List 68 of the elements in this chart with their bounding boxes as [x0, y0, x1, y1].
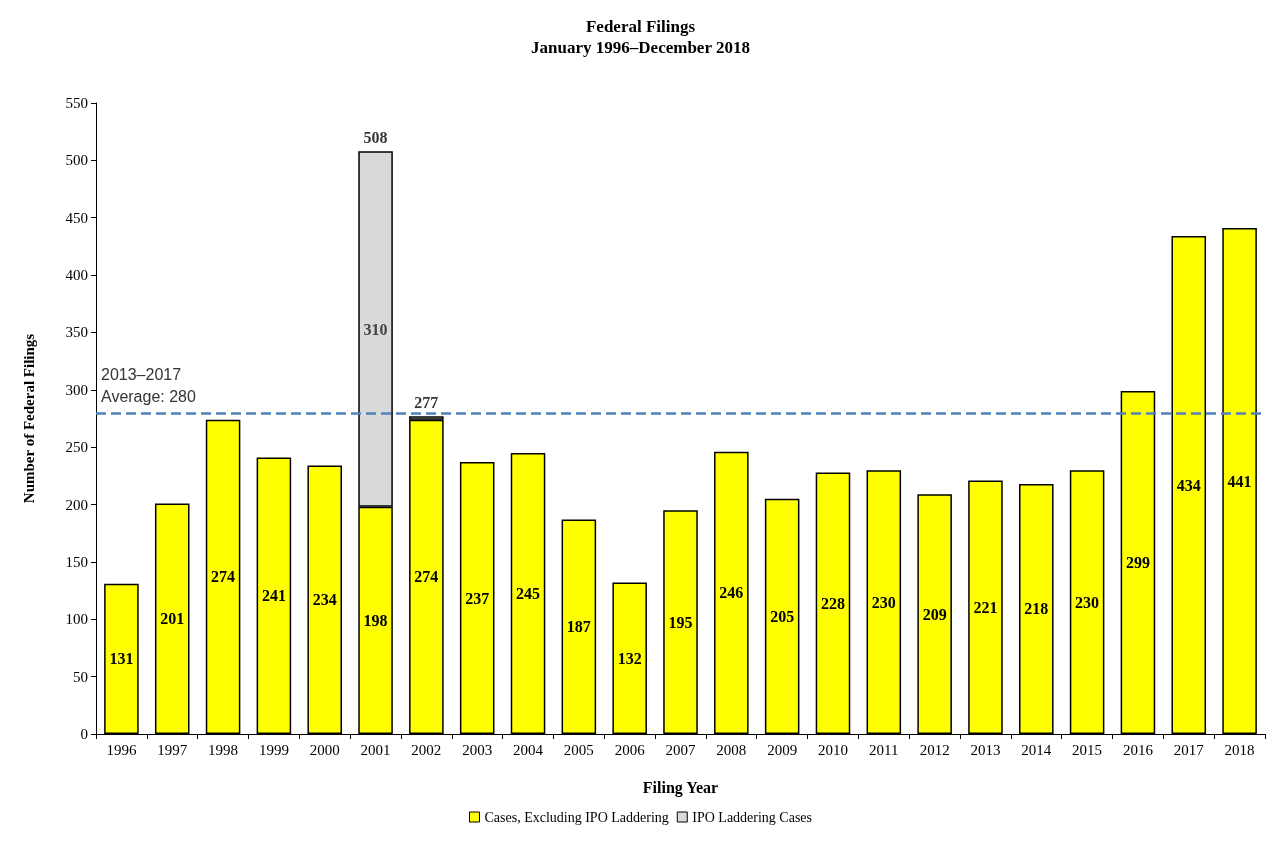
data-label: 245	[516, 584, 541, 602]
total-label: 508	[363, 128, 388, 146]
data-label: 132	[617, 649, 642, 667]
data-label: 195	[668, 613, 693, 631]
y-tick-label: 450	[65, 209, 88, 226]
x-tick-label: 2006	[614, 741, 646, 758]
legend-label: Cases, Excluding IPO Laddering	[484, 809, 669, 825]
data-label: 274	[414, 568, 439, 586]
y-tick-label: 550	[65, 95, 88, 111]
x-axis-title: Filing Year	[642, 778, 719, 797]
data-label: 221	[973, 598, 998, 616]
y-axis-title: Number of Federal Filings	[20, 333, 37, 504]
data-label: 209	[922, 605, 947, 623]
data-label: 434	[1176, 476, 1201, 494]
x-tick-label: 2003	[462, 741, 493, 758]
data-label: 230	[1075, 593, 1100, 611]
x-tick-label: 2002	[411, 741, 442, 758]
x-tick-label: 1996	[106, 741, 137, 758]
data-label: 246	[719, 584, 744, 602]
y-tick-label: 200	[65, 496, 88, 513]
x-tick-label: 2008	[716, 741, 747, 758]
x-tick-label: 2007	[665, 741, 696, 758]
data-label: 241	[261, 587, 286, 605]
data-label: 299	[1125, 553, 1150, 571]
x-tick-label: 2005	[563, 741, 594, 758]
x-tick-label: 2000	[309, 741, 340, 758]
y-tick-label: 350	[65, 324, 88, 341]
x-tick-label: 2015	[1072, 741, 1103, 758]
data-label: 218	[1024, 600, 1049, 618]
data-label: 198	[363, 611, 388, 629]
x-tick-label: 2013	[970, 741, 1001, 758]
data-label: 228	[820, 594, 845, 612]
data-label: 234	[312, 591, 337, 609]
y-tick-label: 50	[73, 668, 88, 685]
data-label: 205	[770, 607, 795, 625]
x-tick-label: 2001	[360, 741, 391, 758]
x-tick-label: 2010	[817, 741, 848, 758]
data-label: 230	[871, 593, 896, 611]
y-tick-label: 100	[65, 611, 88, 628]
data-label: 237	[465, 589, 490, 607]
x-tick-label: 2017	[1173, 741, 1205, 758]
x-tick-label: 2011	[869, 741, 899, 758]
data-label: 187	[566, 618, 591, 636]
x-tick-label: 2014	[1021, 741, 1052, 758]
ref-line-label: 2013–2017 Average: 280	[101, 366, 196, 406]
y-tick-label: 500	[65, 152, 88, 169]
y-tick-label: 0	[80, 726, 88, 742]
data-label: 310	[363, 320, 388, 338]
x-tick-label: 1997	[157, 741, 188, 758]
data-label: 441	[1227, 472, 1252, 490]
x-tick-label: 2018	[1224, 741, 1255, 758]
x-tick-label: 2004	[513, 741, 544, 758]
y-tick-label: 250	[65, 439, 88, 456]
data-label: 201	[160, 610, 185, 628]
x-tick-label: 2009	[767, 741, 798, 758]
data-label: 274	[211, 568, 236, 586]
y-tick-label: 150	[65, 553, 88, 570]
legend-label: IPO Laddering Cases	[692, 809, 813, 825]
y-tick-label: 400	[65, 267, 88, 284]
y-tick-label: 300	[65, 381, 88, 398]
x-tick-label: 2016	[1122, 741, 1154, 758]
x-tick-label: 1998	[208, 741, 239, 758]
x-tick-label: 2012	[919, 741, 950, 758]
chart-subtitle: January 1996–December 2018	[531, 38, 750, 57]
x-tick-label: 1999	[258, 741, 289, 758]
chart-title: Federal Filings	[585, 17, 696, 36]
total-label: 277	[414, 393, 439, 411]
data-label: 131	[109, 650, 134, 668]
